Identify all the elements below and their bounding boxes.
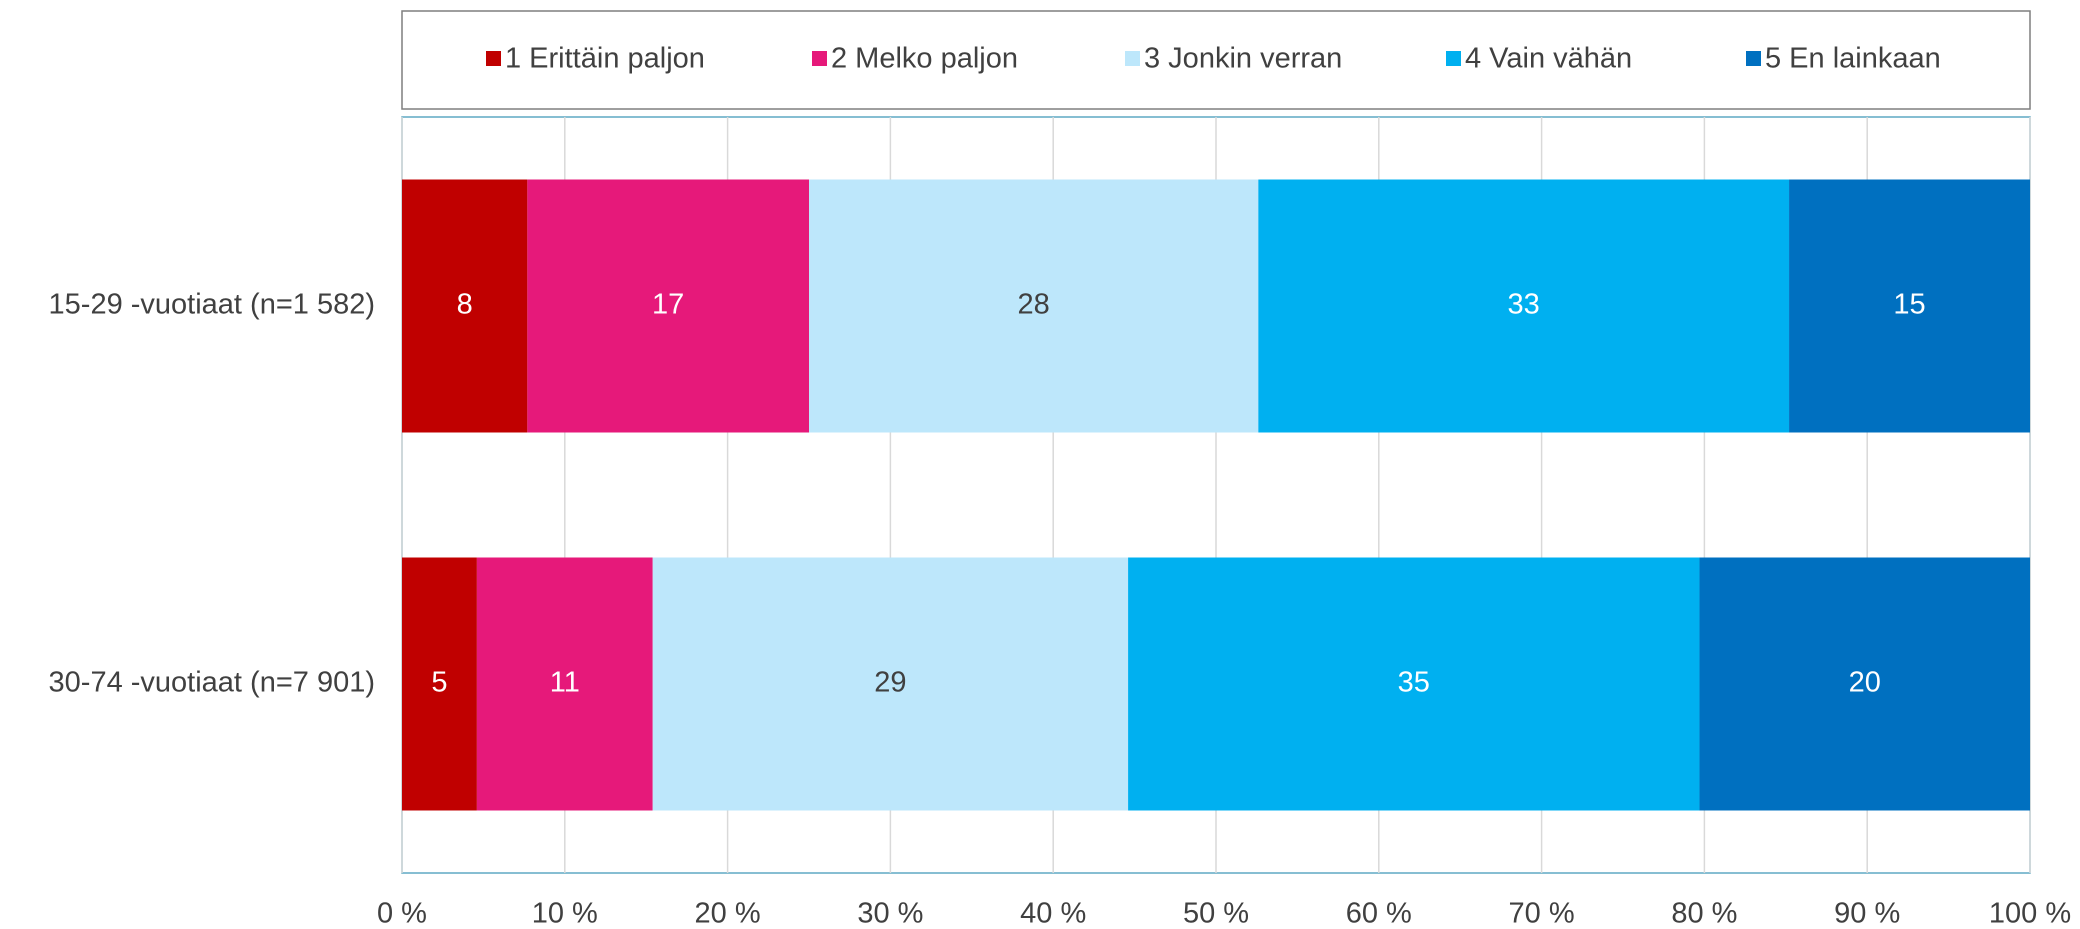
- bar-segment: [476, 557, 653, 811]
- x-tick-label: 10 %: [532, 898, 598, 929]
- bar-segment: [1128, 557, 1700, 811]
- x-tick-label: 40 %: [1020, 898, 1086, 929]
- bar-segment: [1699, 557, 2030, 811]
- legend-swatch: [812, 51, 827, 66]
- data-label: 15: [1893, 289, 1925, 321]
- legend-label: 3 Jonkin verran: [1144, 43, 1342, 75]
- data-label: 17: [652, 289, 684, 321]
- y-tick-label: 30-74 -vuotiaat (n=7 901): [49, 667, 375, 699]
- x-tick-label: 90 %: [1834, 898, 1900, 929]
- bar-segment: [652, 557, 1129, 811]
- data-label: 8: [457, 289, 473, 321]
- bar-segment: [1789, 179, 2030, 433]
- bar-segment: [527, 179, 809, 433]
- bar-segment: [402, 179, 528, 433]
- legend-swatch: [1125, 51, 1140, 66]
- x-tick-label: 20 %: [695, 898, 761, 929]
- x-tick-label: 100 %: [1989, 898, 2071, 929]
- legend-swatch: [1746, 51, 1761, 66]
- data-label: 35: [1398, 667, 1430, 699]
- data-label: 5: [431, 667, 447, 699]
- data-label: 20: [1849, 667, 1881, 699]
- bar-segment: [402, 557, 477, 811]
- x-tick-label: 30 %: [857, 898, 923, 929]
- x-tick-label: 50 %: [1183, 898, 1249, 929]
- legend-swatch: [486, 51, 501, 66]
- data-label: 28: [1018, 289, 1050, 321]
- x-tick-label: 0 %: [377, 898, 427, 929]
- y-tick-label: 15-29 -vuotiaat (n=1 582): [49, 289, 375, 321]
- data-label: 29: [874, 667, 906, 699]
- bar-segment: [1258, 179, 1790, 433]
- data-label: 33: [1508, 289, 1540, 321]
- x-tick-label: 80 %: [1671, 898, 1737, 929]
- legend-label: 2 Melko paljon: [831, 43, 1018, 75]
- legend-swatch: [1446, 51, 1461, 66]
- legend-label: 1 Erittäin paljon: [505, 43, 705, 75]
- bar-segment: [809, 179, 1259, 433]
- x-tick-label: 60 %: [1346, 898, 1412, 929]
- x-tick-label: 70 %: [1509, 898, 1575, 929]
- legend-label: 4 Vain vähän: [1465, 43, 1632, 75]
- legend-label: 5 En lainkaan: [1765, 43, 1941, 75]
- data-label: 11: [550, 667, 580, 699]
